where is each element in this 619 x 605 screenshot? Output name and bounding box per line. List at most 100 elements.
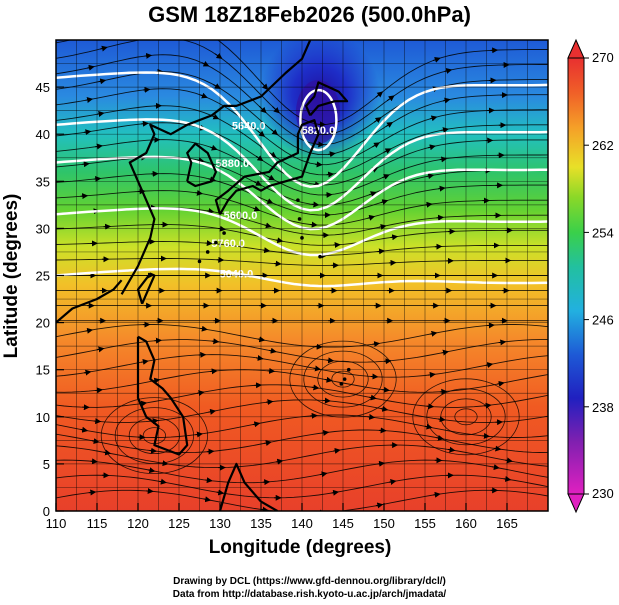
flow-arrow xyxy=(390,234,399,241)
flow-arrow xyxy=(209,144,218,151)
colorbar: 230 238 246 254 262 270 xyxy=(567,38,614,514)
flow-arrow xyxy=(373,117,382,123)
flow-arrow xyxy=(213,83,221,89)
flow-arrow xyxy=(429,330,438,337)
flow-arrow xyxy=(96,346,105,353)
flow-arrow xyxy=(100,45,108,52)
flow-arrow xyxy=(272,106,280,114)
flow-arrow xyxy=(483,402,492,409)
flow-arrow xyxy=(256,355,264,361)
flow-arrow xyxy=(386,95,395,102)
flow-arrow xyxy=(146,21,153,22)
flow-arrow xyxy=(96,111,105,117)
flow-arrow xyxy=(482,432,490,439)
credit-drawing: Drawing by DCL (https://www.gfd-dennou.o… xyxy=(173,576,446,587)
contour-closed-low xyxy=(299,88,338,152)
flow-arrow xyxy=(80,193,89,200)
flow-arrow xyxy=(372,341,381,348)
axis-ticks: 110 115 120 125 130 135 140 145 150 155 160 165 0 5 10… xyxy=(36,80,518,531)
flow-arrow xyxy=(265,399,274,406)
flow-arrow xyxy=(205,240,213,247)
grid-lines xyxy=(56,40,548,511)
island xyxy=(297,217,302,221)
flow-arrow xyxy=(149,447,158,454)
contour-label: 5880.0 xyxy=(215,158,249,170)
flow-arrow xyxy=(252,421,261,428)
flow-arrow xyxy=(433,491,441,498)
island xyxy=(214,240,218,245)
x-tick-label: 140 xyxy=(291,516,313,531)
flow-arrow xyxy=(154,337,162,344)
flow-arrow xyxy=(95,387,103,394)
flow-arrow xyxy=(142,86,151,93)
y-tick-label: 35 xyxy=(36,174,50,189)
x-tick-label: 165 xyxy=(496,516,518,531)
colorbar-tick-label: 262 xyxy=(592,138,614,153)
x-tick-label: 130 xyxy=(209,516,231,531)
flow-arrow xyxy=(260,506,269,511)
flow-arrow xyxy=(326,357,335,364)
eddy-streamline xyxy=(128,417,180,455)
flow-arrow xyxy=(369,191,377,197)
flow-arrow xyxy=(196,157,205,164)
colorbar-scale xyxy=(567,57,585,495)
island xyxy=(296,198,300,202)
colorbar-max-cap xyxy=(567,38,585,59)
y-tick-label: 10 xyxy=(36,410,50,425)
y-tick-label: 30 xyxy=(36,221,50,236)
flow-arrow xyxy=(385,122,394,128)
flow-arrow xyxy=(200,92,208,99)
x-tick-label: 145 xyxy=(332,516,354,531)
y-tick-label: 20 xyxy=(36,316,50,331)
flow-arrow xyxy=(269,347,277,354)
x-tick-label: 135 xyxy=(250,516,272,531)
flow-arrow xyxy=(204,31,211,35)
coastline xyxy=(305,81,349,117)
coastline xyxy=(136,272,156,305)
flow-arrow xyxy=(206,208,215,214)
colorbar-tick-label: 270 xyxy=(592,50,614,65)
flow-arrow xyxy=(268,151,277,158)
flow-arrow xyxy=(426,173,435,180)
island xyxy=(339,382,344,386)
x-axis-label: Longitude (degrees) xyxy=(208,537,392,558)
flow-arrow xyxy=(95,143,103,150)
island xyxy=(318,254,322,259)
y-tick-label: 15 xyxy=(36,363,50,378)
flow-arrow xyxy=(436,214,445,221)
flow-arrow xyxy=(210,368,218,375)
flow-arrow xyxy=(262,247,271,254)
flow-arrow xyxy=(267,174,275,181)
eddy-streamline xyxy=(100,397,208,475)
y-tick-label: 0 xyxy=(43,504,50,519)
flow-arrow xyxy=(270,128,279,136)
flow-arrow xyxy=(265,198,274,204)
y-tick-label: 45 xyxy=(36,80,50,95)
flow-arrow xyxy=(319,471,328,478)
flow-arrow xyxy=(492,464,500,471)
x-tick-label: 150 xyxy=(373,516,395,531)
flow-arrow xyxy=(254,180,262,186)
island xyxy=(342,377,347,381)
flow-arrow xyxy=(438,185,446,192)
credit-data: Data from http://database.rish.kyoto-u.a… xyxy=(172,589,447,600)
flow-arrow xyxy=(147,467,156,474)
contour-label: 5640.0 xyxy=(220,268,254,280)
colorbar-tick-label: 230 xyxy=(592,486,614,501)
flow-arrow xyxy=(267,367,276,374)
chart-title: GSM 18Z18Feb2026 (500.0hPa) xyxy=(148,2,471,27)
flow-arrow xyxy=(91,438,100,445)
flow-arrow xyxy=(331,489,340,496)
flow-arrow xyxy=(382,386,390,393)
coastline xyxy=(136,335,189,456)
flow-arrow xyxy=(82,161,90,168)
flow-arrow xyxy=(433,57,441,63)
flow-arrow xyxy=(375,502,384,509)
colorbar-tick-label: 238 xyxy=(592,400,614,415)
flow-arrow xyxy=(211,338,220,345)
flow-arrow xyxy=(214,53,223,59)
flow-arrow xyxy=(383,148,392,154)
flow-arrow xyxy=(259,105,267,114)
flow-arrow xyxy=(367,214,376,221)
